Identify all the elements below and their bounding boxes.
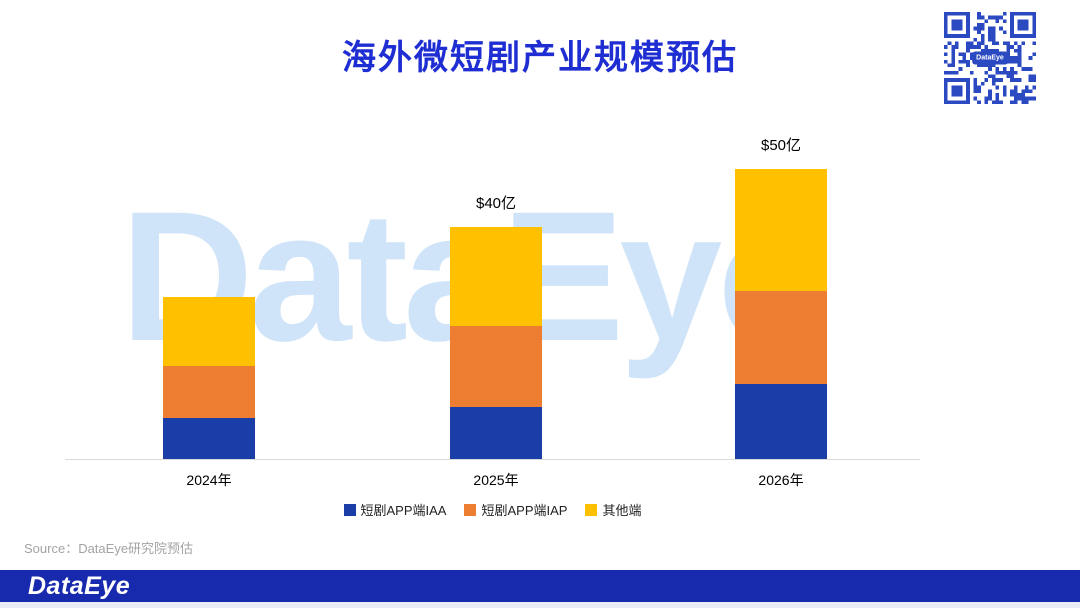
bar-chart: DataEye $40亿 $50亿 2024年 2025年 2026年 — [65, 117, 920, 488]
legend-label: 其他端 — [602, 503, 642, 518]
bar-segment — [450, 406, 542, 459]
bar-stack — [450, 227, 542, 459]
legend-item-iaa: 短剧APP端IAA — [343, 500, 447, 519]
legend-swatch — [464, 503, 477, 516]
bar-total-label: $40亿 — [475, 195, 517, 213]
chart-legend: 短剧APP端IAA 短剧APP端IAP 其他端 — [65, 500, 920, 519]
qr-center-label: DataEye — [972, 51, 1008, 65]
bar-stack — [735, 169, 827, 459]
x-tick-label: 2025年 — [473, 472, 519, 488]
footer-strip — [0, 602, 1080, 608]
legend-label: 短剧APP端IAP — [481, 503, 568, 518]
bar-total-label: $50亿 — [760, 137, 802, 155]
bar-segment — [163, 418, 255, 459]
dataeye-logo: DataEye — [28, 571, 131, 600]
source-note: Source：DataEye研究院预估 — [24, 541, 194, 556]
bar-2026: $50亿 — [735, 117, 827, 459]
qr-code: DataEye — [944, 12, 1036, 104]
legend-item-other: 其他端 — [585, 500, 641, 519]
x-tick-label: 2026年 — [758, 472, 804, 488]
qr-code-svg — [944, 12, 1036, 104]
bar-segment — [450, 325, 542, 407]
bar-stack — [163, 296, 255, 459]
legend-item-iap: 短剧APP端IAP — [464, 500, 567, 519]
bar-segment — [735, 383, 827, 459]
bar-2025: $40亿 — [450, 117, 542, 459]
bar-segment — [450, 227, 542, 326]
legend-swatch — [343, 503, 356, 516]
page-title: 海外微短剧产业规模预估 — [342, 39, 738, 77]
bar-2024 — [163, 117, 255, 459]
footer-bar: DataEye — [0, 570, 1080, 602]
bar-segment — [735, 290, 827, 384]
bar-segment — [163, 366, 255, 419]
legend-swatch — [585, 503, 598, 516]
legend-label: 短剧APP端IAA — [360, 503, 447, 518]
bar-segment — [735, 169, 827, 291]
x-axis-line — [65, 459, 920, 460]
x-tick-label: 2024年 — [186, 472, 232, 488]
bar-segment — [163, 296, 255, 367]
